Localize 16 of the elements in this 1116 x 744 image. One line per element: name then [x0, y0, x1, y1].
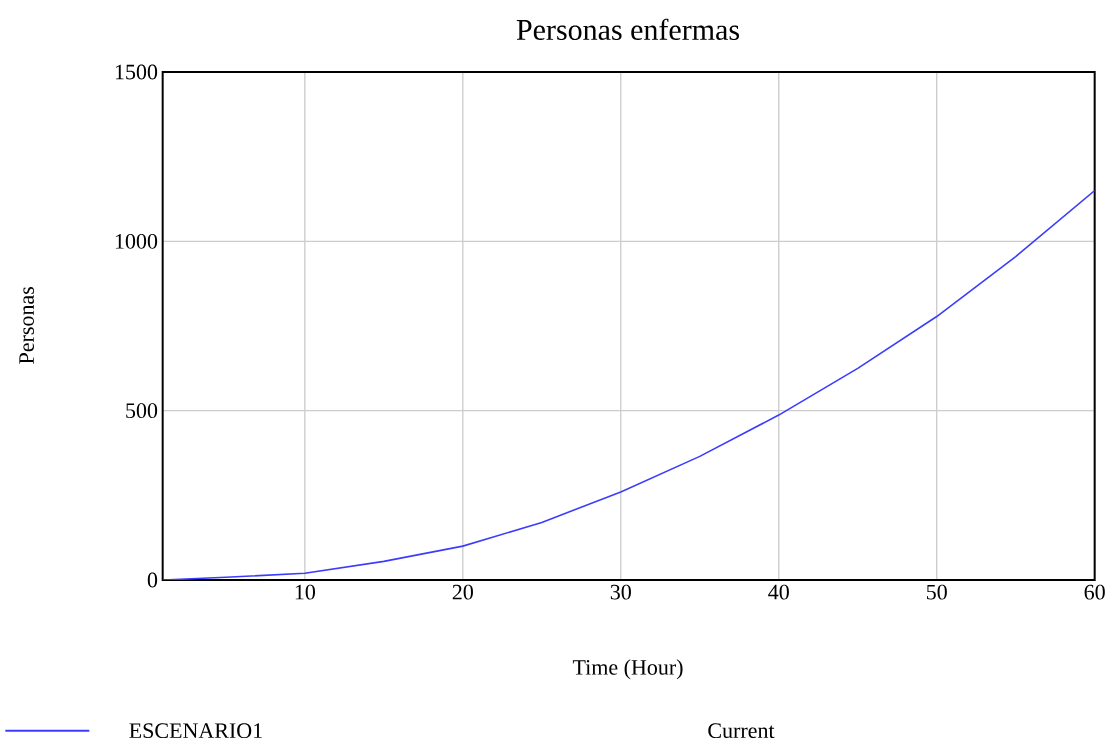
y-tick-label: 1500 — [115, 64, 158, 80]
x-axis-title: Time (Hour) — [572, 659, 683, 680]
legend-label: ESCENARIO1 — [129, 723, 262, 739]
y-tick-label: 1000 — [115, 233, 158, 249]
chart-title: Personas enfermas — [516, 18, 739, 41]
text: Current — [708, 723, 775, 739]
line-series — [162, 189, 1095, 580]
x-tick-label: 60 — [1084, 584, 1105, 600]
y-tick-label: 0 — [147, 572, 158, 588]
y-tick-label: 500 — [126, 403, 158, 419]
x-tick-label: 20 — [452, 584, 473, 600]
x-tick-label: 40 — [768, 584, 789, 600]
x-tick-label: 30 — [610, 584, 631, 600]
x-tick-label: 50 — [926, 584, 947, 600]
x-tick-label: 10 — [295, 584, 315, 600]
y-axis-title: Personas — [19, 287, 34, 364]
